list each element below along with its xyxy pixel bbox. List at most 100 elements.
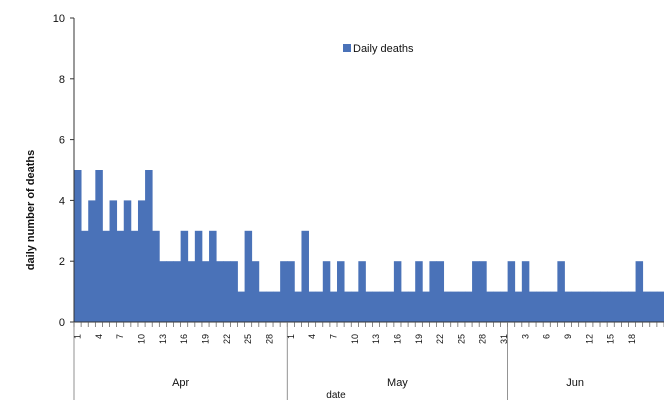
x-tick-label: 4	[307, 334, 317, 339]
x-tick-label: 4	[94, 334, 104, 339]
bar	[358, 261, 366, 322]
bar	[592, 291, 601, 322]
bar	[607, 291, 615, 322]
x-tick-label: 28	[478, 334, 488, 344]
bar	[436, 261, 445, 322]
x-tick-label: 25	[243, 334, 253, 344]
bar	[585, 291, 594, 322]
x-tick-label: 10	[137, 334, 147, 344]
y-tick-label: 6	[59, 135, 65, 147]
bar	[187, 261, 196, 322]
bar	[564, 291, 572, 322]
bar	[550, 291, 558, 322]
bar	[152, 230, 160, 322]
y-axis: 0 2 4 6 8 10	[53, 13, 75, 329]
bar	[621, 291, 629, 322]
bar	[251, 261, 260, 322]
bar	[450, 291, 459, 322]
bar	[628, 291, 636, 322]
x-tick-label: 25	[456, 334, 466, 344]
x-tick-label: 31	[499, 334, 509, 344]
x-tick-label: 7	[328, 334, 338, 339]
x-tick-label: 19	[201, 334, 211, 344]
x-tick-label: 28	[264, 334, 274, 344]
bar	[209, 230, 217, 322]
bar	[173, 261, 182, 322]
bar	[521, 261, 530, 322]
x-tick-label: 16	[392, 334, 402, 344]
bar	[123, 200, 132, 322]
x-tick-label: 7	[115, 334, 125, 339]
bar	[514, 291, 523, 322]
bar	[479, 261, 487, 322]
legend-swatch	[343, 44, 351, 52]
bar	[159, 261, 167, 322]
bar	[145, 170, 153, 322]
x-tick-label: 1	[73, 334, 83, 339]
bar	[472, 261, 480, 322]
bar	[223, 261, 231, 322]
bar	[528, 291, 537, 322]
x-tick-label: 22	[435, 334, 445, 344]
x-tick-label: 6	[542, 334, 552, 339]
x-tick-label: 22	[222, 334, 232, 344]
bar	[649, 291, 658, 322]
bar	[557, 261, 565, 322]
month-label: Apr	[172, 377, 189, 389]
x-tick-label: 19	[414, 334, 424, 344]
bar	[443, 291, 452, 322]
bar	[457, 291, 466, 322]
bar	[201, 261, 210, 322]
bar	[571, 291, 580, 322]
bar	[415, 261, 423, 322]
bar	[543, 291, 551, 322]
bar	[308, 291, 317, 322]
bar	[493, 291, 501, 322]
legend-label: Daily deaths	[353, 43, 414, 55]
bar	[600, 291, 608, 322]
bar	[635, 261, 644, 322]
bar	[265, 291, 274, 322]
bars	[74, 170, 664, 322]
x-tick-label: 13	[371, 334, 381, 344]
bar	[656, 291, 664, 322]
y-tick-label: 2	[59, 256, 65, 268]
month-label: May	[387, 377, 408, 389]
x-axis-title: date	[326, 390, 346, 401]
y-tick-label: 8	[59, 74, 65, 86]
x-tick-label: 9	[563, 334, 573, 339]
bar	[180, 230, 189, 322]
bar	[88, 200, 96, 322]
x-axis: 1 4 7 10 13 16 19 22 25 28 1 4 7 10 13 16 19 22 25 28 31 3 6 9 1…	[73, 321, 664, 400]
bar	[578, 291, 587, 322]
bar	[429, 261, 437, 322]
bar	[95, 170, 103, 322]
x-tick-label: 12	[584, 334, 594, 344]
x-tick-label: 13	[158, 334, 168, 344]
x-tick-label: 3	[520, 334, 530, 339]
bar	[315, 291, 324, 322]
bar	[216, 261, 224, 322]
bar	[614, 291, 622, 322]
bar	[393, 261, 402, 322]
x-tick-label: 16	[179, 334, 189, 344]
bar	[536, 291, 544, 322]
bar	[137, 200, 146, 322]
bar	[280, 261, 288, 322]
y-tick-label: 10	[53, 13, 65, 25]
y-axis-title: daily number of deaths	[25, 150, 37, 270]
bar	[258, 291, 267, 322]
x-tick-label: 1	[286, 334, 296, 339]
x-tick-label: 18	[627, 334, 637, 344]
bar	[301, 230, 309, 322]
y-tick-label: 4	[59, 195, 65, 207]
bar	[116, 230, 125, 322]
bar	[642, 291, 651, 322]
bar	[408, 291, 416, 322]
bar	[109, 200, 118, 322]
bar	[337, 261, 345, 322]
legend: Daily deaths	[343, 43, 414, 55]
bar	[464, 291, 473, 322]
